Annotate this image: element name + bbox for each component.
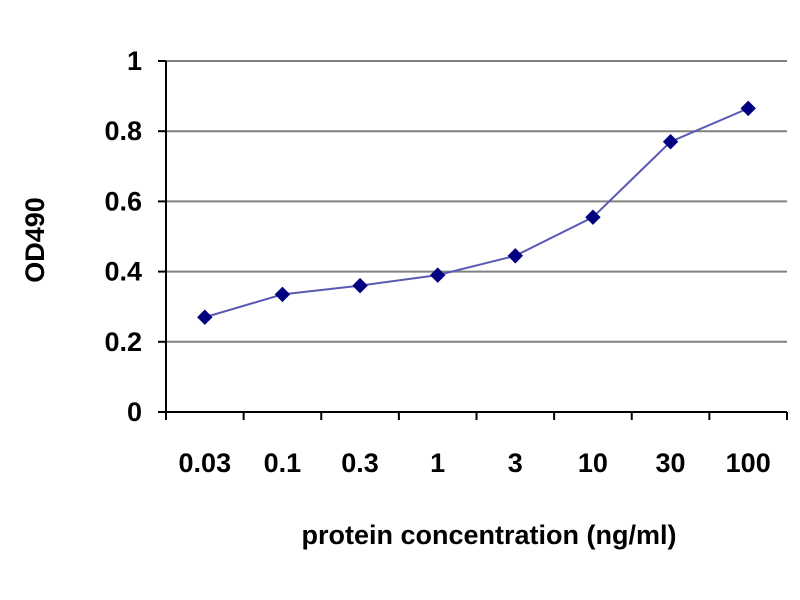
series [197,100,756,325]
y-tick-label: 0.2 [104,327,142,357]
data-point-marker [274,286,291,303]
x-tick-label: 30 [656,448,686,478]
x-axis-title: protein concentration (ng/ml) [302,520,677,550]
y-tick-labels: 0 0.2 0.4 0.6 0.8 1 [104,46,142,427]
data-point-marker [740,100,756,117]
data-point-marker [352,277,368,294]
y-tick-label: 0.4 [104,257,142,287]
y-tick-label: 0.6 [104,186,142,216]
y-tick-label: 0.8 [104,116,142,146]
y-tick-label: 0 [127,397,142,427]
y-tick-label: 1 [127,46,142,76]
x-tick-label: 0.3 [341,448,379,478]
y-axis-title: OD490 [20,197,50,283]
x-tick-label: 0.1 [264,448,302,478]
x-tick-label: 1 [430,448,445,478]
data-point-marker [662,134,679,150]
data-point-marker [197,309,213,325]
x-tick-labels: 0.03 0.1 0.3 1 3 10 30 100 [179,448,771,478]
axes [158,60,788,420]
data-point-marker [507,248,524,264]
grid-lines [166,60,787,343]
x-tick-label: 10 [578,448,608,478]
data-point-marker [429,267,446,283]
x-tick-label: 100 [726,448,771,478]
x-tick-label: 0.03 [179,448,232,478]
series-line [204,107,749,319]
data-point-marker [585,209,601,225]
x-tick-label: 3 [508,448,523,478]
